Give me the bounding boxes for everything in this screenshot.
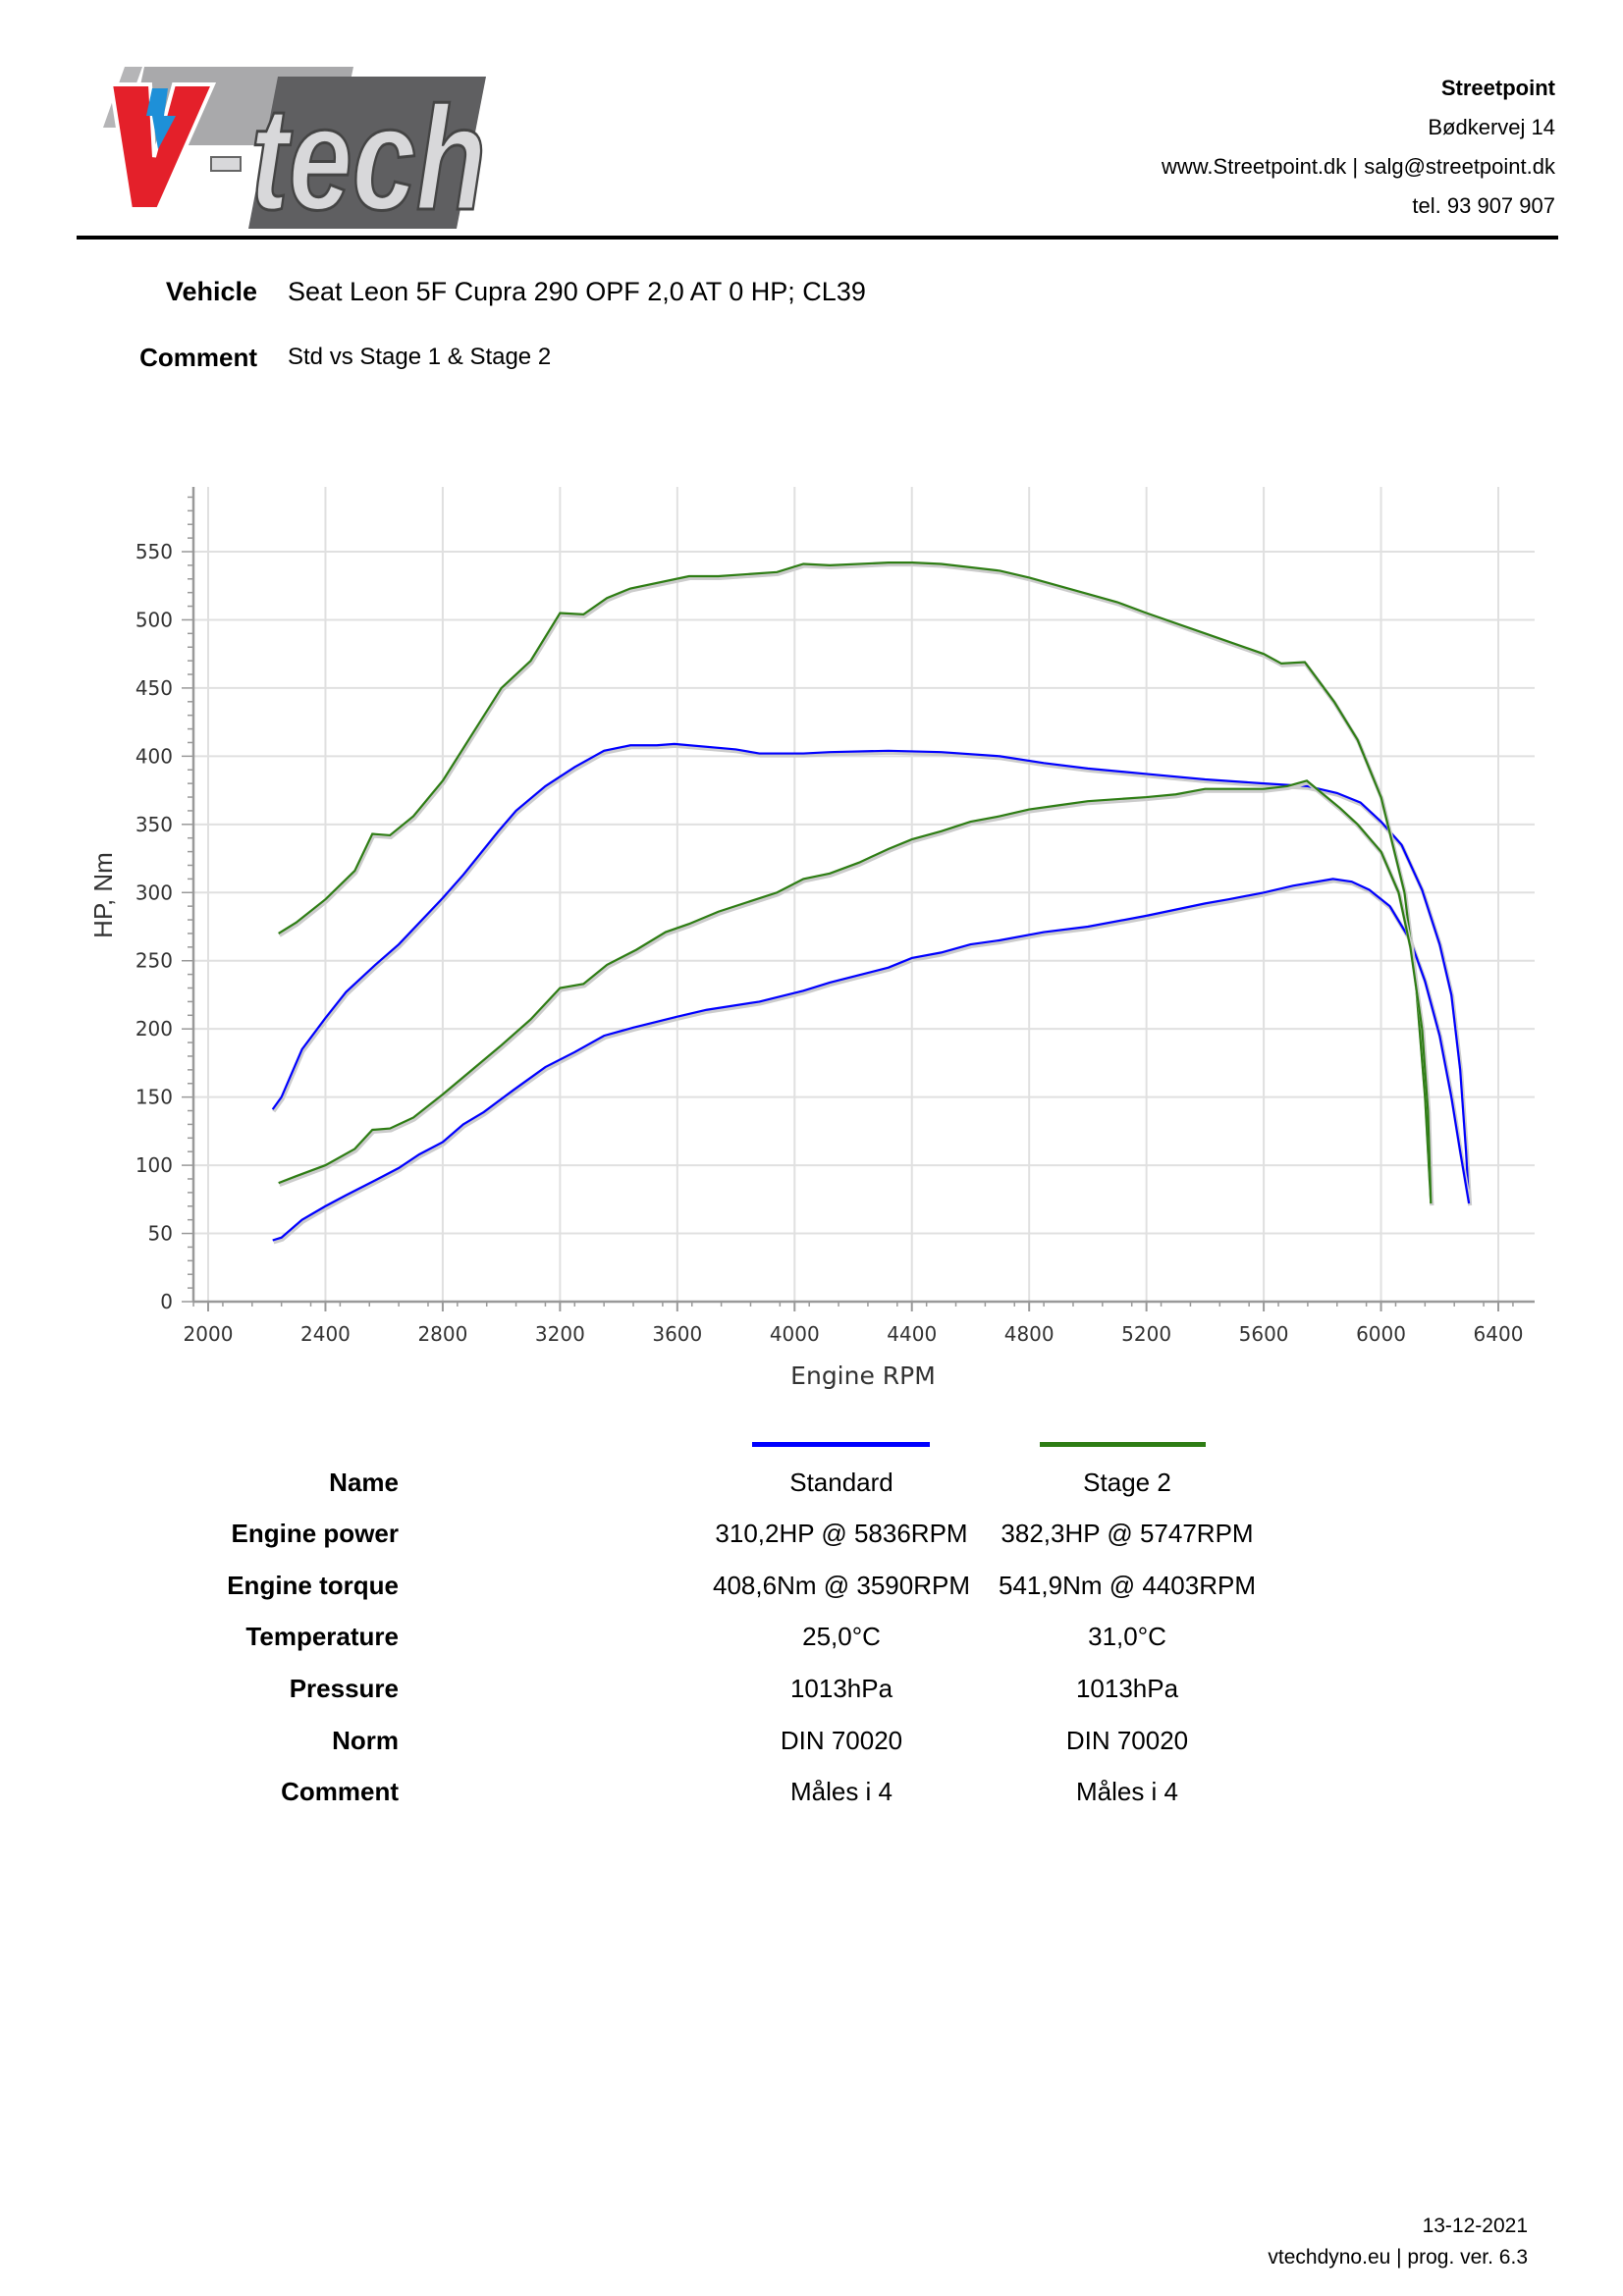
table-cell-stage2: DIN 70020 [1065,1726,1189,1755]
svg-text:tech: tech [250,76,486,229]
series-stage-2-torque [278,561,1433,1204]
comment-value: Std vs Stage 1 & Stage 2 [288,344,552,370]
table-row: Pressure 1013hPa 1013hPa [0,1674,1623,1713]
table-row-label: Name [329,1468,399,1497]
table-row: Comment Måles i 4 Måles i 4 [0,1777,1623,1816]
y-tick-label: 300 [135,881,173,904]
company-web-mail: www.Streetpoint.dk | salg@streetpoint.dk [1161,154,1555,179]
x-tick-label: 4800 [1004,1322,1055,1346]
x-tick-label: 2800 [417,1322,467,1346]
x-tick-label: 2000 [184,1322,234,1346]
x-tick-label: 4400 [887,1322,937,1346]
dyno-chart: 0 50 100 150 200 250 300 350 400 450 500 550 2000 240… [88,487,1535,1390]
grid [193,487,1535,1302]
table-cell-stage2: Måles i 4 [1075,1777,1179,1806]
table-row: Engine power 310,2HP @ 5836RPM 382,3HP @ 5… [0,1519,1623,1558]
x-tick-label: 5600 [1239,1322,1289,1346]
x-tick-label: 5200 [1121,1322,1171,1346]
y-tick-label: 350 [135,813,173,836]
table-cell-stage2: 31,0°C [1088,1622,1166,1651]
table-row: Temperature 25,0°C 31,0°C [0,1622,1623,1661]
y-tick-label: 50 [148,1222,173,1246]
y-tick-label: 100 [135,1153,173,1177]
table-cell-standard: DIN 70020 [780,1726,903,1755]
x-axis-label: Engine RPM [790,1362,936,1390]
x-tick-label: 4000 [770,1322,820,1346]
series-stage-2-power [278,779,1433,1204]
table-cell-standard: Måles i 4 [789,1777,893,1806]
comment-label: Comment [139,343,257,372]
vehicle-label: Vehicle [165,277,257,306]
table-row: Norm DIN 70020 DIN 70020 [0,1726,1623,1765]
table-row-label: Comment [281,1777,399,1806]
y-tick-label: 550 [135,540,173,563]
company-address: Bødkervej 14 [1428,115,1555,139]
legend-line-standard [752,1442,930,1447]
vehicle-value: Seat Leon 5F Cupra 290 OPF 2,0 AT 0 HP; … [288,277,866,306]
table-cell-stage2: Stage 2 [1083,1468,1171,1497]
x-tick-label: 6000 [1356,1322,1406,1346]
y-tick-label: 150 [135,1086,173,1109]
table-cell-stage2: 382,3HP @ 5747RPM [1001,1519,1254,1548]
y-tick-label: 500 [135,608,173,631]
y-tick-label: 0 [160,1290,173,1313]
series-lines [271,561,1473,1245]
company-name: Streetpoint [1440,76,1555,100]
legend-line-stage2 [1040,1442,1206,1447]
series-shadow [278,562,1434,1206]
y-tick-label: 200 [135,1017,173,1041]
series-shadow [278,780,1434,1206]
footer-date: 13-12-2021 [1422,2215,1528,2237]
table-cell-standard: 1013hPa [789,1674,893,1703]
y-tick-label: 450 [135,676,173,700]
table-cell-standard: 310,2HP @ 5836RPM [715,1519,968,1548]
y-tick-label: 400 [135,744,173,768]
table-cell-standard: Standard [789,1468,893,1497]
table-row-label: Norm [332,1726,399,1755]
y-tick-label: 250 [135,949,173,973]
series-shadow [273,879,1473,1245]
table-row-label: Temperature [245,1622,399,1651]
x-tick-label: 6400 [1474,1322,1524,1346]
x-tick-label: 3600 [652,1322,702,1346]
x-tick-label: 2400 [300,1322,351,1346]
vtech-logo: tech [103,67,488,229]
table-row: Name Standard Stage 2 [0,1468,1623,1507]
axes: 0 50 100 150 200 250 300 350 400 450 500 550 2000 240… [135,487,1535,1346]
y-axis-label: HP, Nm [88,852,118,938]
series-standard-power [272,878,1471,1242]
company-phone: tel. 93 907 907 [1412,193,1555,218]
table-cell-stage2: 1013hPa [1075,1674,1179,1703]
table-row-label: Engine torque [227,1571,399,1600]
table-cell-standard: 408,6Nm @ 3590RPM [713,1571,970,1600]
table-row: Engine torque 408,6Nm @ 3590RPM 541,9Nm @ … [0,1571,1623,1610]
table-row-label: Engine power [231,1519,399,1548]
table-cell-stage2: 541,9Nm @ 4403RPM [999,1571,1256,1600]
x-tick-label: 3200 [535,1322,585,1346]
header-divider [77,236,1558,240]
table-row-label: Pressure [289,1674,399,1703]
footer-credit: vtechdyno.eu | prog. ver. 6.3 [1268,2246,1528,2269]
table-cell-standard: 25,0°C [802,1622,881,1651]
